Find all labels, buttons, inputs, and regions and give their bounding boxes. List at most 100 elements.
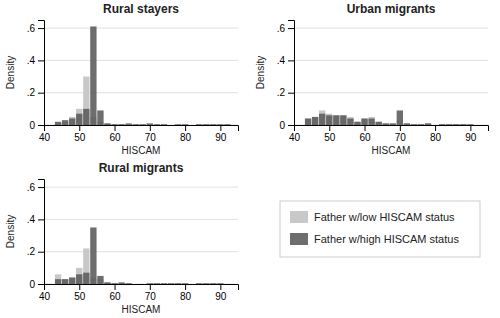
bar bbox=[210, 284, 216, 285]
tick-mark bbox=[38, 284, 44, 285]
legend-swatch bbox=[290, 211, 308, 223]
bar bbox=[140, 284, 146, 285]
bar bbox=[224, 124, 230, 125]
tick-label: 60 bbox=[109, 132, 121, 143]
bar bbox=[104, 123, 110, 125]
bar bbox=[133, 284, 139, 285]
tick: 90 bbox=[215, 125, 227, 143]
bar bbox=[217, 124, 223, 125]
tick: .6 bbox=[27, 182, 44, 193]
tick-mark bbox=[185, 125, 186, 131]
bar bbox=[397, 110, 403, 125]
bar bbox=[312, 117, 318, 125]
bar bbox=[69, 117, 75, 125]
tick: .4 bbox=[277, 55, 294, 66]
x-axis: 405060708090 bbox=[39, 284, 239, 302]
tick-label: 50 bbox=[324, 132, 336, 143]
tick-mark bbox=[185, 284, 186, 290]
tick-label: .4 bbox=[27, 214, 36, 225]
tick-label: 50 bbox=[74, 132, 86, 143]
bar bbox=[404, 123, 410, 125]
tick-mark bbox=[470, 125, 471, 131]
x-axis-line bbox=[45, 126, 239, 132]
bar bbox=[333, 115, 339, 125]
bar bbox=[133, 125, 139, 126]
tick: .2 bbox=[27, 246, 44, 257]
x-axis-title: HISCAM bbox=[372, 145, 411, 156]
bar bbox=[62, 279, 68, 284]
bar bbox=[125, 123, 131, 125]
bar bbox=[83, 77, 89, 125]
series bbox=[305, 110, 474, 125]
title: Rural migrants bbox=[99, 161, 184, 175]
bar bbox=[217, 284, 223, 285]
tick-mark bbox=[365, 125, 366, 131]
bar bbox=[69, 119, 75, 125]
tick: 0 bbox=[279, 120, 294, 131]
bar bbox=[83, 273, 89, 284]
tick: 60 bbox=[109, 125, 121, 143]
panel: 4050607080900.2.4.6Rural stayersHISCAMDe… bbox=[5, 2, 239, 156]
bar bbox=[83, 248, 89, 284]
bar bbox=[326, 114, 332, 125]
bar bbox=[182, 283, 188, 284]
bar bbox=[118, 282, 124, 284]
tick-mark bbox=[220, 125, 221, 131]
bar bbox=[161, 124, 167, 125]
bar bbox=[439, 124, 445, 125]
tick-mark bbox=[288, 93, 294, 94]
bar bbox=[55, 279, 61, 284]
bar bbox=[147, 123, 153, 125]
bar bbox=[76, 114, 82, 125]
bar bbox=[474, 125, 480, 126]
bar bbox=[154, 284, 160, 285]
tick: 40 bbox=[39, 284, 51, 302]
tick-label: 70 bbox=[145, 132, 157, 143]
bar bbox=[340, 115, 346, 125]
bar bbox=[111, 283, 117, 284]
bar bbox=[319, 110, 325, 125]
x-axis-line bbox=[45, 285, 239, 291]
bar bbox=[217, 125, 223, 126]
bar bbox=[76, 274, 82, 284]
tick-label: 80 bbox=[180, 291, 192, 302]
tick-mark bbox=[38, 60, 44, 61]
tick-mark bbox=[38, 252, 44, 253]
panel: 4050607080900.2.4.6Rural migrantsHISCAMD… bbox=[5, 161, 239, 315]
tick: 60 bbox=[109, 284, 121, 302]
bar bbox=[467, 125, 473, 126]
tick: 90 bbox=[465, 125, 477, 143]
bar bbox=[154, 125, 160, 126]
bar bbox=[347, 119, 353, 125]
bar bbox=[203, 124, 209, 125]
tick-mark bbox=[38, 93, 44, 94]
grid bbox=[294, 28, 488, 125]
chart-svg: 4050607080900.2.4.6Rural stayersHISCAMDe… bbox=[0, 0, 500, 318]
bar bbox=[104, 123, 110, 125]
y-axis: 0.2.4.6 bbox=[27, 180, 45, 290]
bar bbox=[224, 125, 230, 126]
bar bbox=[168, 125, 174, 126]
bar bbox=[111, 124, 117, 125]
bar bbox=[104, 282, 110, 284]
tick: 40 bbox=[289, 125, 301, 143]
bar bbox=[210, 125, 216, 126]
tick: 0 bbox=[29, 120, 44, 131]
tick-mark bbox=[150, 125, 151, 131]
tick-mark bbox=[38, 28, 44, 29]
bars bbox=[305, 110, 474, 125]
tick-mark bbox=[38, 219, 44, 220]
tick-label: 0 bbox=[29, 120, 35, 131]
bar bbox=[76, 268, 82, 284]
series bbox=[55, 26, 231, 125]
grid-line bbox=[44, 219, 238, 220]
bar bbox=[203, 283, 209, 284]
tick-label: 50 bbox=[74, 291, 86, 302]
y-axis: 0.2.4.6 bbox=[277, 21, 295, 131]
tick-label: .2 bbox=[27, 87, 36, 98]
y-axis-title: Density bbox=[5, 56, 16, 89]
tick-label: 40 bbox=[39, 132, 51, 143]
bar bbox=[168, 283, 174, 284]
bar bbox=[69, 278, 75, 284]
tick: 90 bbox=[215, 284, 227, 302]
